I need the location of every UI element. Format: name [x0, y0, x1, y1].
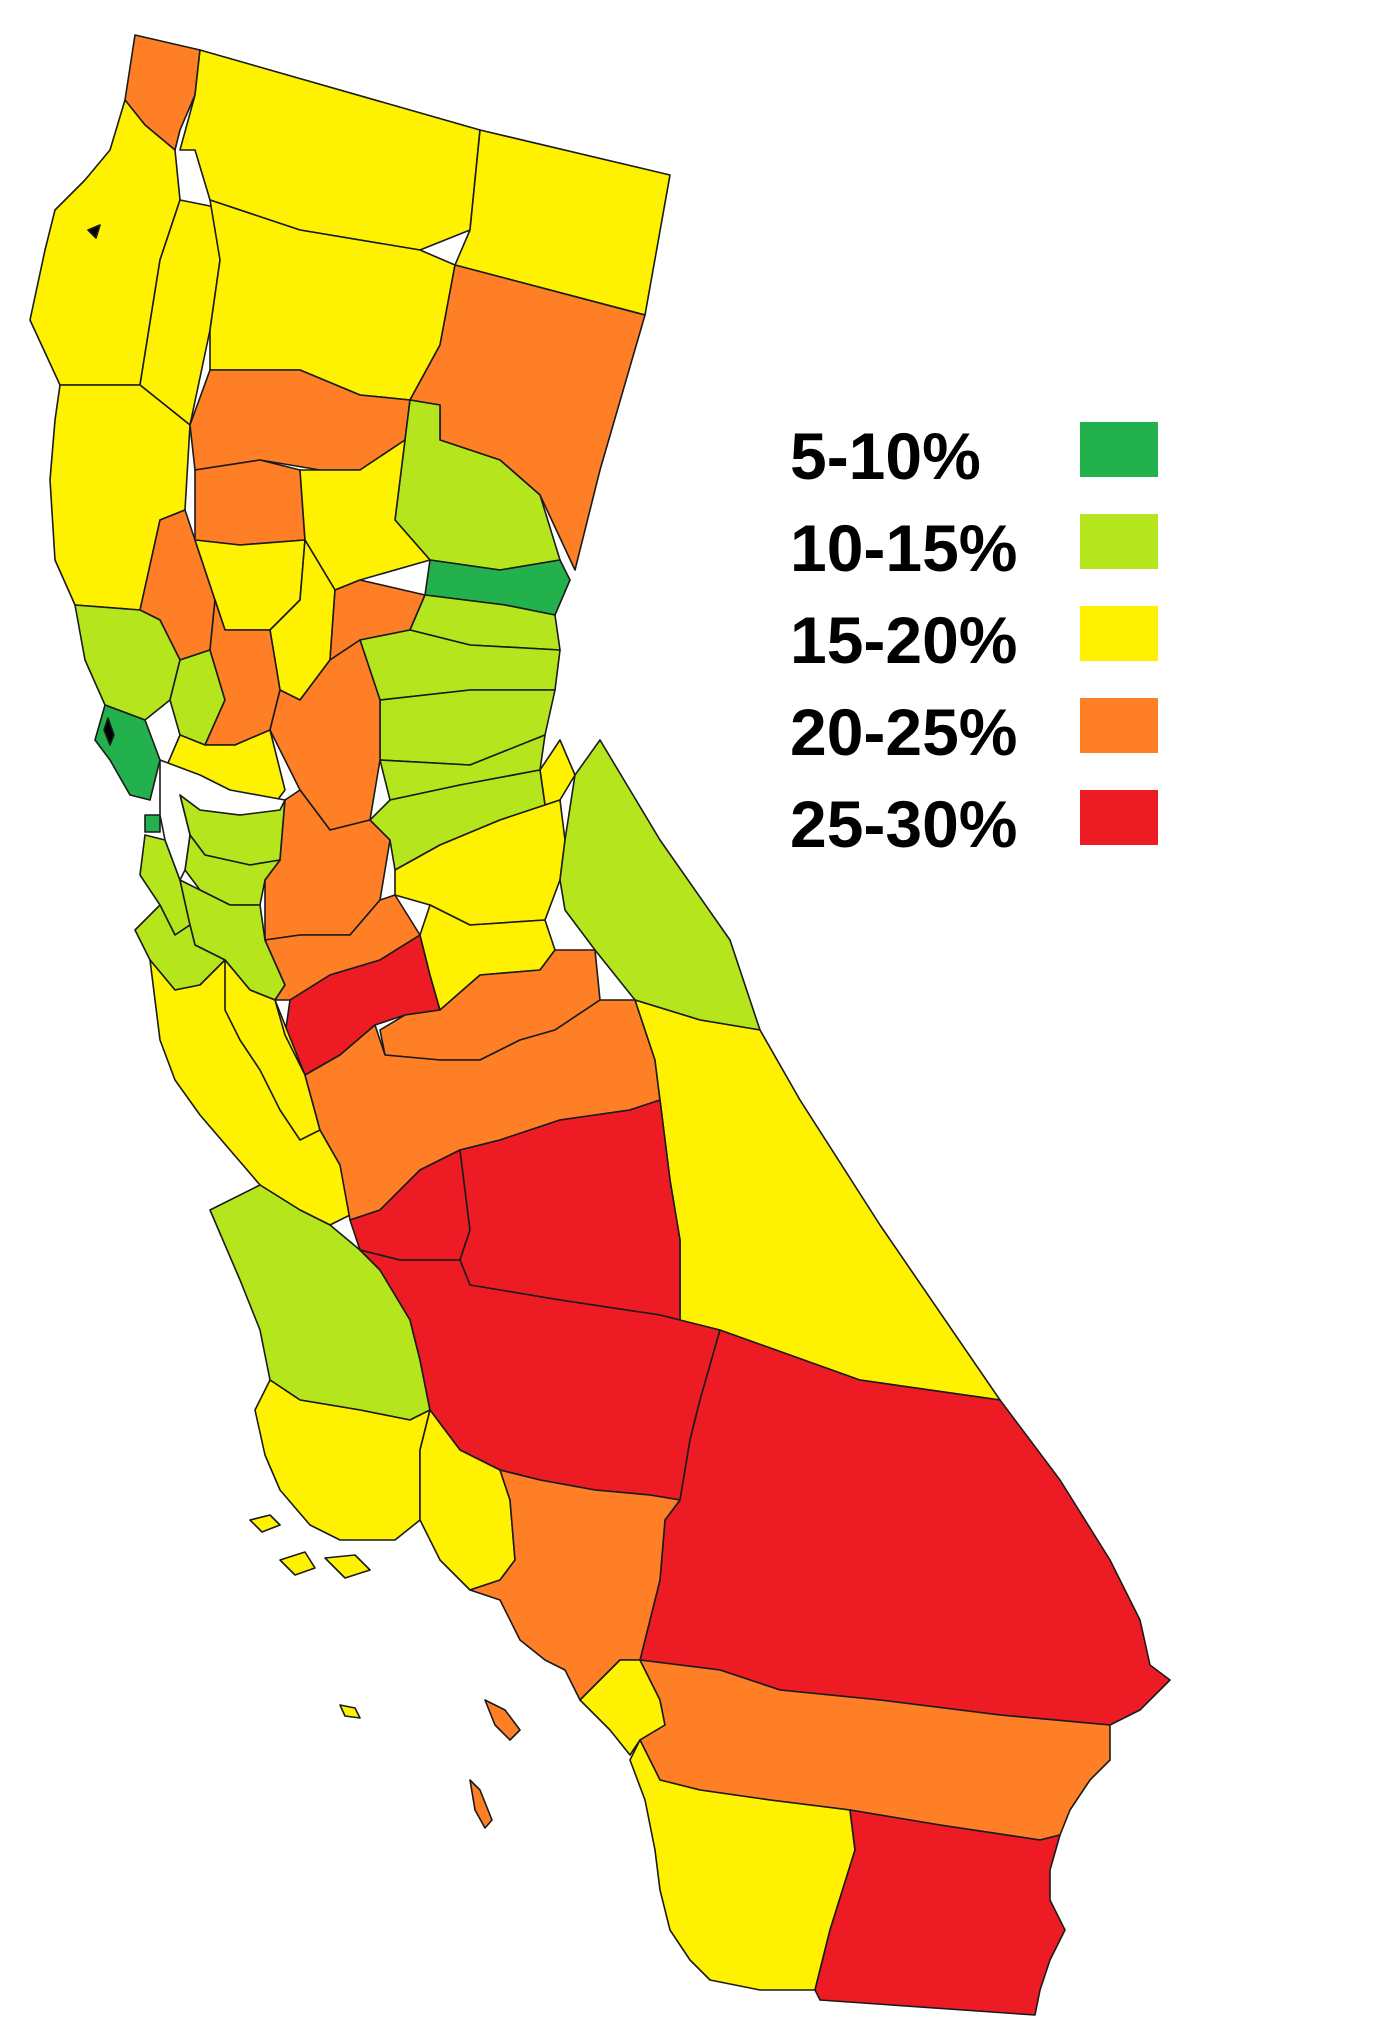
lake-icon: [87, 224, 101, 239]
legend-item-15-20: 15-20%: [790, 594, 1170, 686]
county-marin: [94, 704, 161, 801]
legend-item-10-15: 10-15%: [790, 502, 1170, 594]
legend-swatch: [1080, 606, 1158, 661]
island-san-nicolas: [339, 1704, 361, 1719]
island-channel-north-3: [324, 1554, 371, 1579]
legend-swatch: [1080, 790, 1158, 845]
legend-item-5-10: 5-10%: [790, 410, 1170, 502]
county-imperial: [814, 1809, 1066, 2016]
legend: 5-10% 10-15% 15-20% 20-25% 25-30%: [790, 410, 1170, 870]
county-san-bernardino: [639, 1329, 1171, 1726]
legend-swatch: [1080, 698, 1158, 753]
island-channel-north-2: [279, 1551, 316, 1576]
legend-swatch: [1080, 422, 1158, 477]
legend-label: 20-25%: [790, 695, 1018, 769]
legend-label: 25-30%: [790, 787, 1018, 861]
county-san-francisco: [144, 814, 161, 833]
island-san-clemente: [469, 1779, 493, 1829]
county-glenn: [194, 459, 306, 546]
county-alameda: [184, 834, 281, 906]
legend-item-20-25: 20-25%: [790, 686, 1170, 778]
county-san-diego: [629, 1739, 856, 1991]
legend-label: 15-20%: [790, 603, 1018, 677]
legend-item-25-30: 25-30%: [790, 778, 1170, 870]
san-francisco-bay: [159, 759, 286, 881]
county-san-benito: [224, 959, 321, 1141]
legend-swatch: [1080, 514, 1158, 569]
island-channel-north-1: [249, 1514, 281, 1533]
island-catalina: [484, 1699, 521, 1741]
reservoir-icon: [103, 717, 115, 746]
county-alpine: [539, 739, 576, 806]
county-santa-barbara: [254, 1379, 431, 1541]
legend-label: 10-15%: [790, 511, 1018, 585]
legend-label: 5-10%: [790, 419, 981, 493]
